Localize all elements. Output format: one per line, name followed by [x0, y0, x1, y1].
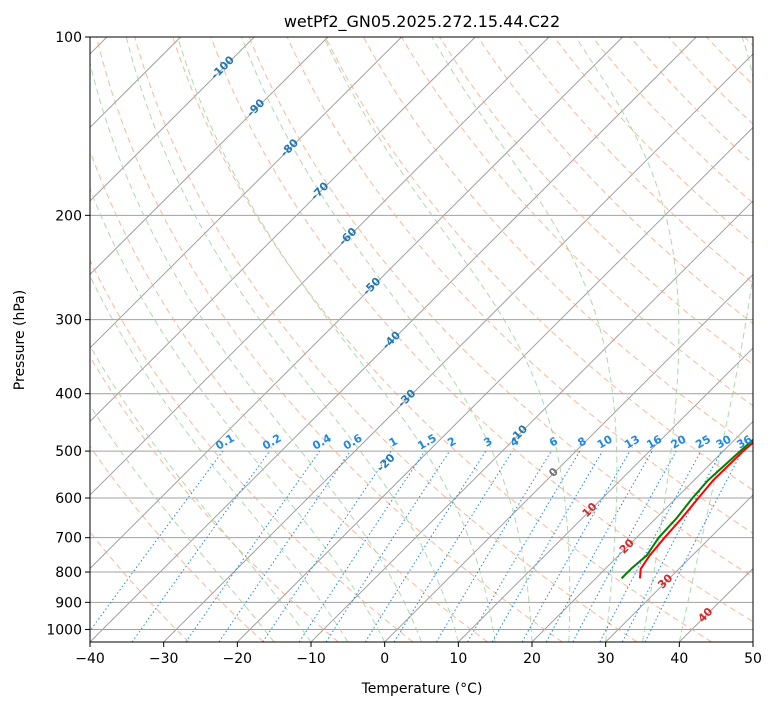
moist-adiabat-line [90, 404, 275, 642]
dry-adiabat-line [90, 259, 414, 642]
isotherm-line [90, 37, 255, 202]
mixing-ratio-line [644, 450, 743, 642]
isotherm-line [752, 641, 753, 642]
dry-adiabat-line [286, 37, 753, 534]
mixing-ratio-line [393, 450, 513, 642]
chart-title: wetPf2_GN05.2025.272.15.44.C22 [284, 12, 560, 32]
mixing-ratio-line [218, 450, 351, 642]
x-tick-label: 40 [670, 651, 688, 667]
mixing-ratio-line [364, 450, 487, 642]
plot-background [90, 37, 753, 642]
dry-adiabat-line [324, 37, 753, 491]
moist-adiabat-line [431, 37, 618, 642]
x-tick-label: −30 [149, 651, 179, 667]
y-tick-label: 500 [55, 444, 82, 460]
isotherm-line [384, 273, 753, 642]
y-tick-label: 800 [55, 565, 82, 581]
plot-frame [89, 36, 754, 643]
moist-adiabat-line [125, 37, 459, 642]
dry-adiabat-line [248, 37, 753, 578]
y-tick-label: 600 [55, 491, 82, 507]
y-tick-label: 900 [55, 595, 82, 611]
background-lines [90, 37, 753, 642]
dewpoint-profile-line [620, 438, 753, 580]
isotherm-line [236, 126, 753, 642]
temperature-profile-line [638, 441, 753, 579]
dry-adiabat-line [96, 37, 563, 642]
x-axis-label: Temperature (°C) [361, 681, 483, 697]
isotherm-line [531, 420, 753, 642]
y-axis: 100 200 300 400 500 600 700 800 900 1000 [46, 30, 90, 638]
dry-adiabat-line [90, 445, 264, 642]
x-tick-label: 20 [523, 651, 541, 667]
isotherm-line [90, 37, 402, 349]
mixing-ratio-line [521, 450, 631, 642]
isotherm-line [90, 37, 623, 570]
x-axis: −40 −30 −20 −10 0 10 20 30 40 50 [75, 642, 762, 667]
x-tick-label: −40 [75, 651, 105, 667]
y-tick-label: 100 [55, 30, 82, 46]
moist-adiabat-line [241, 37, 533, 642]
moist-adiabat-line [90, 274, 349, 642]
mixing-ratio-line [545, 450, 653, 642]
y-tick-label: 200 [55, 208, 82, 224]
y-tick-label: 700 [55, 531, 82, 547]
isotherm-line [90, 37, 476, 423]
x-tick-label: −10 [296, 651, 326, 667]
mixing-ratio-line [185, 450, 321, 642]
moist-adiabat-line [323, 37, 571, 642]
moist-adiabat-line [90, 61, 422, 642]
moist-adiabat-line [90, 344, 312, 642]
moist-adiabat-line [177, 37, 496, 642]
moist-adiabat-line [678, 37, 753, 642]
y-tick-label: 1000 [46, 622, 82, 638]
sounding-profiles [620, 438, 753, 580]
dry-adiabat-line [90, 355, 339, 642]
dry-adiabat-line [210, 37, 753, 623]
mixing-ratio-line [572, 450, 677, 642]
mixing-ratio-line [90, 450, 224, 632]
x-tick-label: 10 [449, 651, 467, 667]
mixing-ratio-line [131, 450, 271, 642]
moist-adiabat-line [90, 187, 386, 642]
x-tick-label: 0 [380, 651, 389, 667]
y-axis-label: Pressure (hPa) [12, 290, 28, 390]
isotherm-line [457, 347, 753, 642]
x-tick-label: 50 [744, 651, 762, 667]
mixing-ratio-line [298, 450, 426, 642]
dry-adiabat-line [515, 37, 753, 284]
x-tick-label: 30 [597, 651, 615, 667]
y-tick-label: 400 [55, 387, 82, 403]
x-tick-label: −20 [223, 651, 253, 667]
y-tick-label: 300 [55, 313, 82, 329]
mixing-ratio-line [325, 450, 451, 642]
isotherm-line [90, 37, 550, 496]
moist-adiabat-line [575, 37, 680, 642]
isotherm-line [163, 53, 753, 642]
mixing-ratio-line [262, 450, 392, 642]
isotherm-line [605, 494, 753, 642]
dry-adiabat-line [134, 37, 638, 642]
isotherm-line [90, 37, 329, 276]
